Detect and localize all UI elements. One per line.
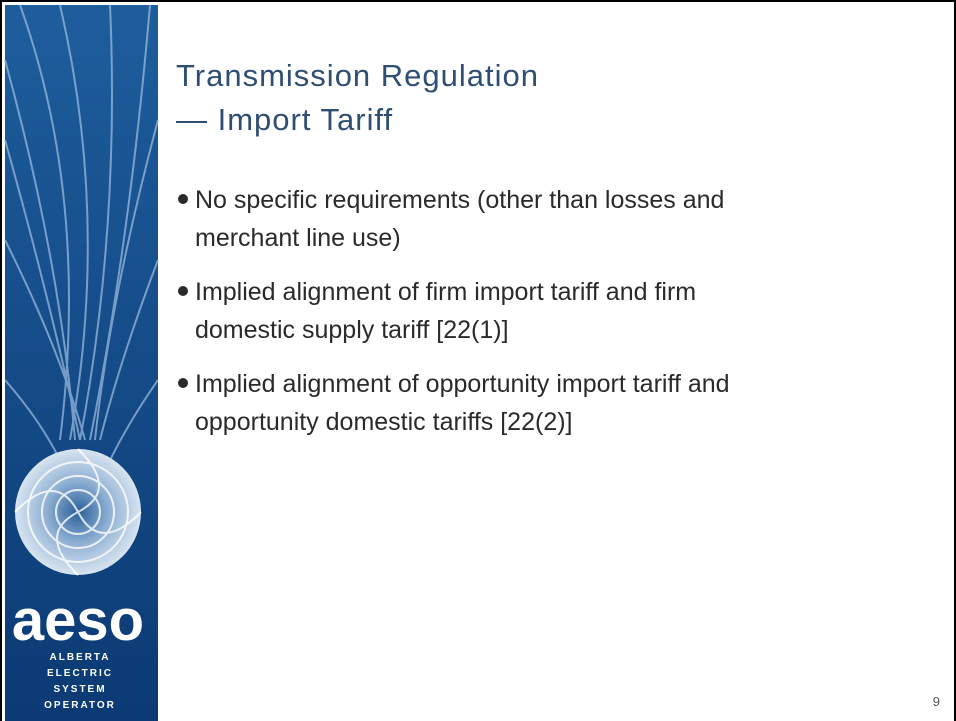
bullet-dot: [178, 378, 188, 388]
bullet-text: domestic supply tariff [22(1)]: [195, 316, 509, 344]
bullet-list: No specific requirements (other than los…: [178, 186, 730, 436]
bullet-dot: [178, 286, 188, 296]
page-number: 9: [933, 694, 940, 709]
logo-tagline: OPERATOR: [44, 700, 116, 711]
bullet-dot: [178, 194, 188, 204]
slide: aeso ALBERTA ELECTRIC SYSTEM OPERATOR Tr…: [0, 0, 956, 721]
bullet-text: Implied alignment of opportunity import …: [195, 370, 730, 398]
logo-wordmark: aeso: [12, 588, 144, 653]
bullet-text: No specific requirements (other than los…: [195, 186, 724, 214]
slide-title: Transmission Regulation: [176, 58, 539, 93]
bullet-text: merchant line use): [195, 224, 401, 252]
logo-tagline: SYSTEM: [53, 684, 106, 695]
page: {"sidebar": {"logo": {"wordmark": "aeso"…: [0, 0, 956, 721]
bullet-text: Implied alignment of firm import tariff …: [195, 278, 696, 306]
logo-swirl: [15, 449, 141, 575]
logo-tagline: ALBERTA: [49, 652, 110, 663]
bullet-text: opportunity domestic tariffs [22(2)]: [195, 408, 573, 436]
body: aeso ALBERTA ELECTRIC SYSTEM OPERATOR Tr…: [0, 0, 956, 721]
logo-tagline: ELECTRIC: [47, 668, 113, 679]
slide-title: — Import Tariff: [176, 102, 393, 137]
